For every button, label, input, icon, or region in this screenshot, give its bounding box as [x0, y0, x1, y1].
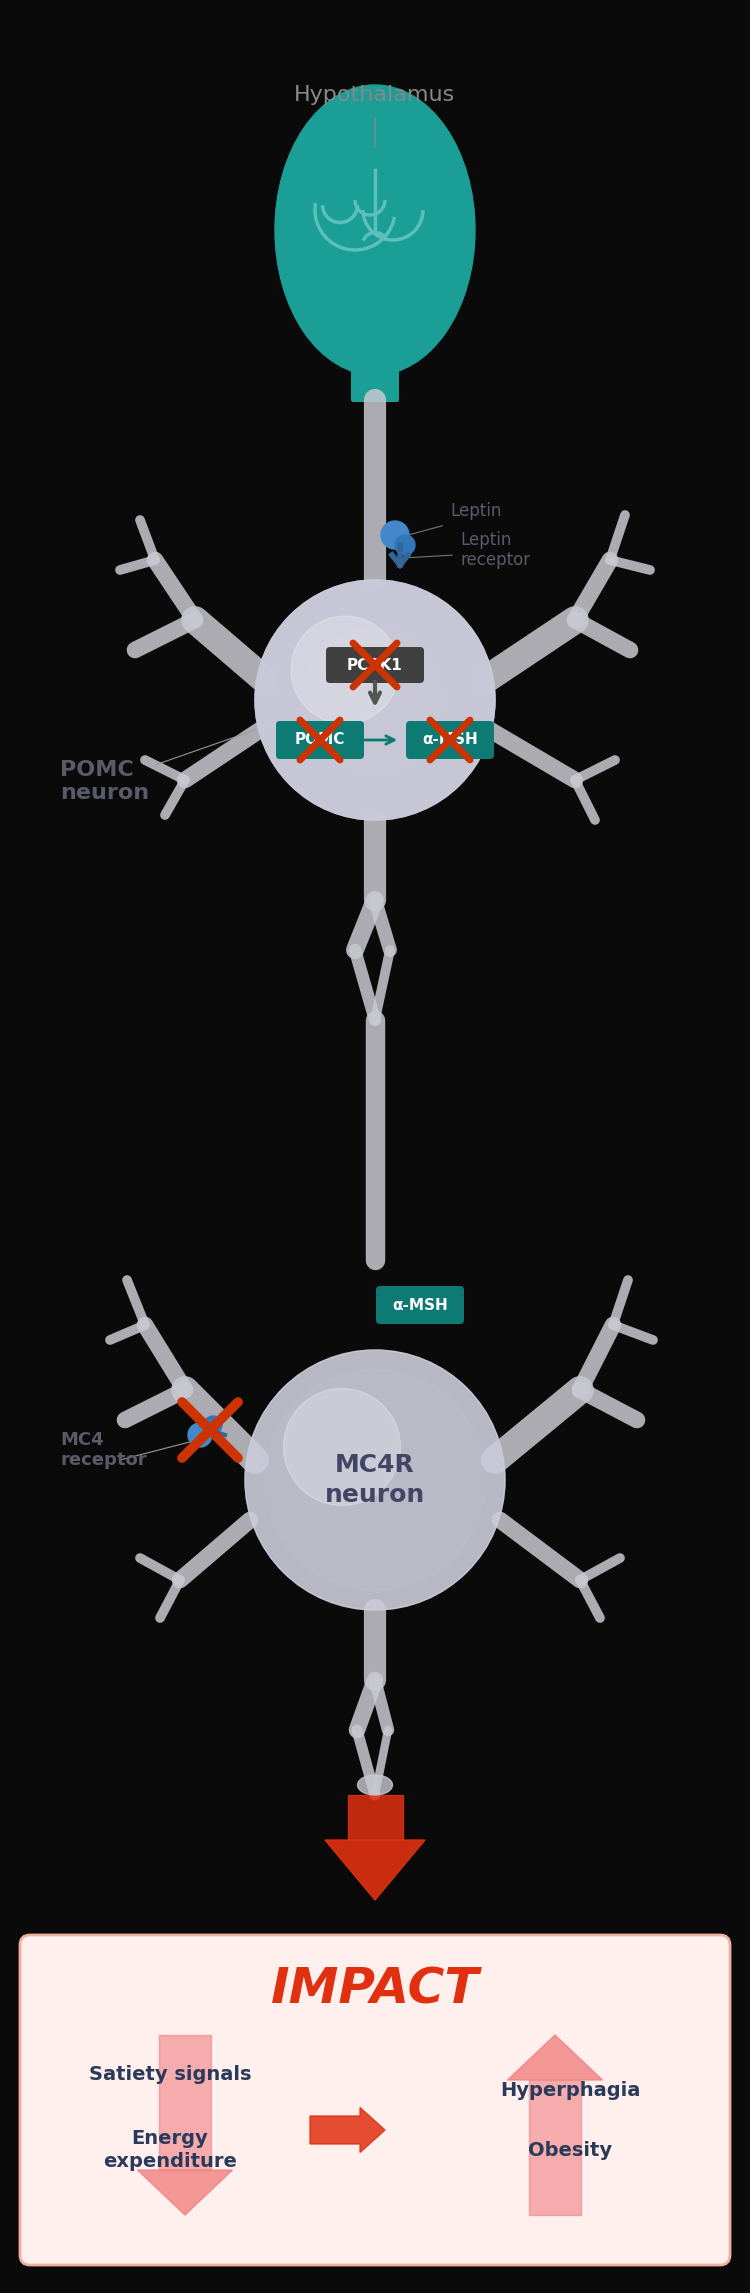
Text: PCSK1: PCSK1 [347, 658, 403, 672]
FancyArrow shape [159, 2034, 211, 2169]
FancyBboxPatch shape [20, 1935, 730, 2265]
Ellipse shape [358, 1775, 392, 1795]
Text: Leptin
receptor: Leptin receptor [460, 530, 530, 569]
Circle shape [303, 628, 447, 773]
FancyArrow shape [137, 2169, 232, 2215]
Text: POMC: POMC [295, 731, 345, 748]
Circle shape [255, 580, 495, 821]
Circle shape [255, 580, 495, 821]
Text: POMC
neuron: POMC neuron [60, 759, 149, 803]
Text: MC4
receptor: MC4 receptor [60, 1431, 147, 1470]
Circle shape [381, 521, 409, 548]
FancyArrow shape [325, 1839, 425, 1901]
FancyArrow shape [529, 2080, 581, 2215]
FancyBboxPatch shape [351, 358, 399, 401]
Circle shape [245, 1351, 505, 1610]
FancyArrow shape [508, 2034, 602, 2080]
Circle shape [284, 1390, 400, 1507]
Text: Hyperphagia: Hyperphagia [500, 2080, 640, 2100]
Text: α-MSH: α-MSH [422, 731, 478, 748]
Text: Energy
expenditure: Energy expenditure [103, 2128, 237, 2171]
Circle shape [273, 598, 477, 803]
Text: Leptin: Leptin [450, 502, 501, 521]
Text: MC4R
neuron: MC4R neuron [325, 1454, 425, 1507]
Text: Obesity: Obesity [528, 2139, 612, 2160]
Circle shape [395, 534, 415, 555]
FancyBboxPatch shape [406, 720, 494, 759]
FancyBboxPatch shape [376, 1286, 464, 1323]
Text: Hypothalamus: Hypothalamus [294, 85, 455, 105]
Circle shape [265, 1369, 485, 1591]
Text: IMPACT: IMPACT [271, 1965, 479, 2013]
FancyArrow shape [310, 2107, 385, 2153]
Circle shape [204, 1417, 222, 1433]
FancyBboxPatch shape [326, 647, 424, 683]
Circle shape [291, 617, 399, 725]
Text: α-MSH: α-MSH [392, 1298, 448, 1312]
Text: Satiety signals: Satiety signals [88, 2066, 251, 2084]
Ellipse shape [275, 85, 475, 376]
FancyArrow shape [347, 1795, 403, 1839]
FancyBboxPatch shape [276, 720, 364, 759]
Circle shape [245, 1351, 505, 1610]
Circle shape [188, 1424, 212, 1447]
